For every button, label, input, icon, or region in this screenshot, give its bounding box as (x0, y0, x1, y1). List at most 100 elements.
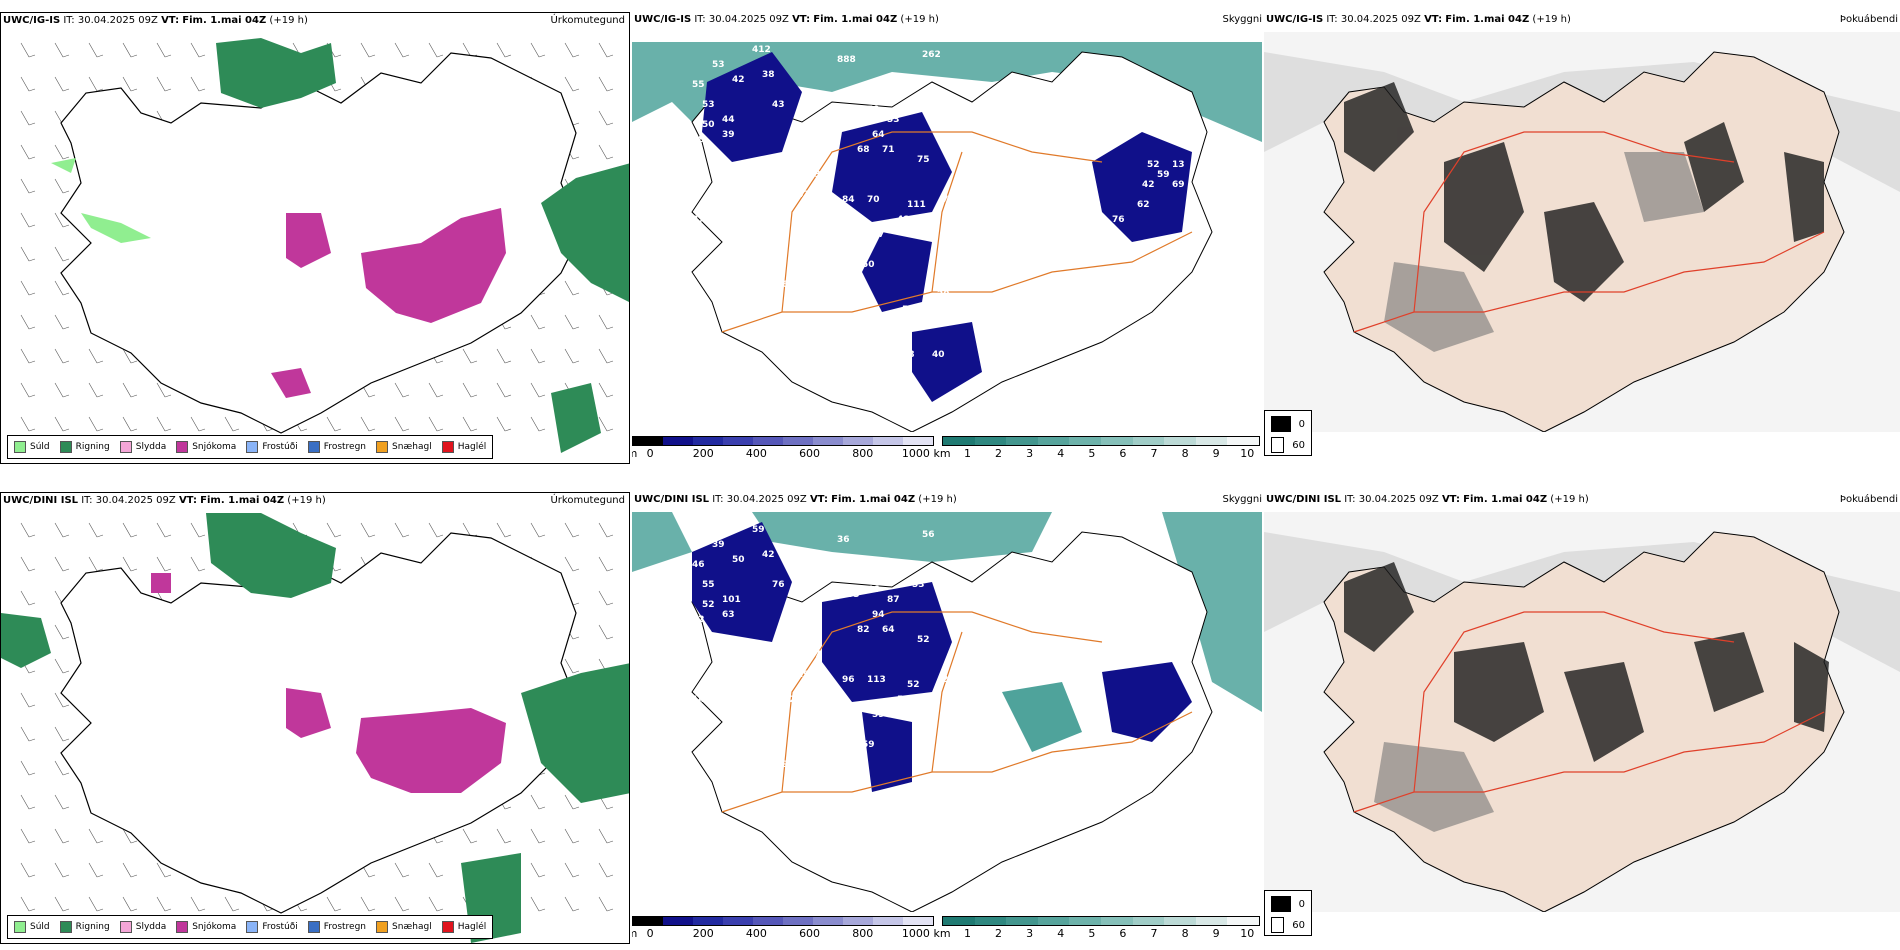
panel-header: UWC/IG-IS IT: 30.04.2025 09Z VT: Fim. 1.… (3, 15, 308, 26)
fog-legend-value: 0 (1298, 418, 1305, 430)
fog-legend-value: 60 (1292, 919, 1305, 931)
visibility-value-label: 113 (867, 675, 886, 685)
colorbar-tick: 1 (963, 447, 971, 460)
wind-barb (54, 692, 70, 708)
colorbar-strip (632, 916, 934, 926)
visibility-value-label: 96 (842, 675, 855, 685)
legend-swatch (119, 441, 132, 453)
wind-barb (54, 246, 70, 262)
wind-barb (496, 416, 512, 432)
wind-barb (598, 314, 614, 330)
legend-swatch (119, 921, 132, 933)
wind-barb (88, 828, 104, 844)
wind-barb (428, 896, 444, 912)
visibility-value-label: 44 (722, 115, 735, 125)
fog-legend-value: 0 (1298, 898, 1305, 910)
fog-legend-swatch (1271, 917, 1285, 933)
wind-barb (88, 382, 104, 398)
visibility-km-colorbar: km 1 2 3 4 5 6 7 8 9 10 (933, 436, 1260, 460)
wind-barb (564, 658, 580, 674)
low-visibility-sea (752, 512, 1052, 562)
colorbar-tick: 5 (1088, 447, 1096, 460)
wind-barb (88, 556, 104, 572)
colorbar-tick: 800 (852, 447, 874, 460)
wind-barb (54, 658, 70, 674)
colorbar-tick: 3 (1026, 447, 1034, 460)
visibility-m-colorbar: m0 200 400 600 800 1000 (632, 916, 934, 940)
visibility-value-label: 412 (752, 45, 771, 55)
visibility-value-label: 76 (772, 580, 785, 590)
wind-barb (428, 522, 444, 538)
colorbar-tick: 1000 (901, 447, 930, 460)
wind-barb (598, 522, 614, 538)
visibility-value-label: 87 (887, 595, 900, 605)
legend-item: Haglél (441, 921, 487, 933)
colorbar-unit: m (632, 447, 637, 460)
wind-barb (20, 348, 36, 364)
visibility-value-label: 36 (837, 535, 850, 545)
roads (1353, 131, 1825, 333)
wind-barb (462, 416, 478, 432)
wind-barb (88, 416, 104, 432)
wind-barb (190, 42, 206, 58)
fog-index-legend: 0 60 (1264, 410, 1312, 456)
colorbar-strip (942, 916, 1260, 926)
colorbar-unit: km (933, 927, 951, 940)
precip-cells (1, 513, 629, 943)
visibility-value-label: 39 (712, 540, 725, 550)
visibility-value-label: 84 (842, 195, 855, 205)
wind-barb (564, 896, 580, 912)
visibility-value-label: 20 (937, 290, 950, 300)
wind-barb (564, 828, 580, 844)
wind-barb (20, 110, 36, 126)
fog-panel-top: UWC/IG-IS IT: 30.04.2025 09Z VT: Fim. 1.… (1264, 12, 1900, 464)
fog-map-top (1264, 32, 1900, 432)
wind-barb (156, 896, 172, 912)
visibility-value-label: 82 (857, 625, 870, 635)
visibility-value-label: 37 (692, 215, 705, 225)
wind-barb (530, 862, 546, 878)
fog-dark-areas (1344, 82, 1824, 302)
legend-swatch (441, 921, 454, 933)
visibility-value-label: 53 (887, 115, 900, 125)
visibility-value-label: 59 (872, 710, 885, 720)
panel-title: Þokuábendi (1839, 14, 1898, 25)
colorbar-tick: 1000 (901, 927, 930, 940)
colorbar-tick: 600 (799, 927, 821, 940)
wind-barb (122, 896, 138, 912)
wind-barb (598, 624, 614, 640)
colorbar-tick: 4 (1057, 927, 1065, 940)
colorbar-strip (632, 436, 934, 446)
wind-barb (156, 862, 172, 878)
fog-dark-areas (1344, 562, 1829, 762)
precip-type-legend: Súld Rigning Slydda Snjókoma Frostúði Frostre… (7, 435, 494, 459)
visibility-value-label: 59 (752, 525, 765, 535)
wind-barb (88, 348, 104, 364)
wind-barb (190, 896, 206, 912)
wind-barb (326, 416, 342, 432)
wind-barb (122, 828, 138, 844)
wind-barb (326, 522, 342, 538)
legend-label: Snjókoma (192, 922, 237, 932)
colorbar-unit: m (632, 927, 637, 940)
visibility-value-label: 13 (1172, 160, 1185, 170)
wind-barb (122, 42, 138, 58)
wind-barb (54, 896, 70, 912)
legend-item: Frostregn (307, 441, 366, 453)
wind-barb (564, 794, 580, 810)
colorbar-tick: 200 (692, 447, 714, 460)
panel-title: Úrkomutegund (550, 15, 625, 26)
wind-barb (122, 416, 138, 432)
wind-barb (598, 556, 614, 572)
wind-barb (20, 726, 36, 742)
legend-item: Snjókoma (176, 921, 236, 933)
visibility-value-label: 42 (797, 190, 810, 200)
legend-label: Haglél (457, 922, 487, 932)
legend-item: Haglél (441, 441, 486, 453)
visibility-value-label: 69 (1172, 180, 1185, 190)
visibility-value-label: 69 (777, 315, 790, 325)
legend-item: Súld (14, 441, 50, 453)
visibility-value-label: 52 (917, 635, 930, 645)
colorbar-strip (942, 436, 1260, 446)
colorbar-tick: 400 (745, 447, 767, 460)
